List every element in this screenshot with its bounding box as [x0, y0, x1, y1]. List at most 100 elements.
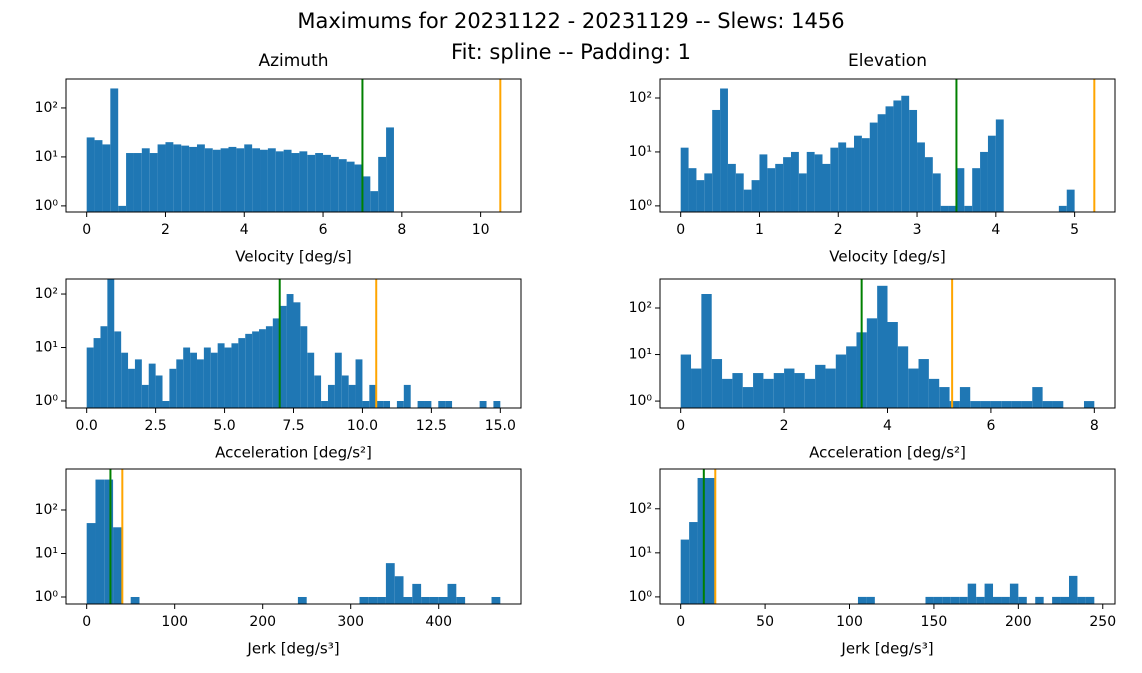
- bar: [869, 122, 878, 212]
- bar: [1068, 575, 1078, 604]
- bar: [113, 527, 122, 604]
- y-tick-label: 10²: [629, 501, 652, 517]
- bar: [244, 144, 253, 212]
- x-tick-label: 200: [1005, 614, 1032, 630]
- bar: [857, 596, 867, 604]
- bar: [732, 373, 743, 408]
- bar: [1001, 401, 1012, 408]
- bar: [212, 149, 221, 212]
- bar: [790, 151, 799, 212]
- x-tick-label: 8: [1090, 418, 1099, 434]
- axes-frame: [659, 468, 1116, 605]
- bar: [245, 333, 253, 408]
- bar: [1066, 189, 1075, 212]
- bar: [181, 145, 190, 212]
- bar: [763, 378, 774, 408]
- bar: [995, 119, 1004, 212]
- bar: [228, 146, 237, 212]
- y-tick-label: 10⁰: [629, 393, 653, 409]
- bar: [403, 596, 413, 604]
- x-tick-label: 0: [676, 222, 685, 238]
- bar: [806, 151, 815, 212]
- bar: [403, 384, 411, 408]
- bar: [279, 305, 287, 408]
- bar: [148, 363, 156, 408]
- bar: [396, 401, 404, 408]
- bar: [86, 137, 95, 212]
- bar: [334, 352, 342, 408]
- bar: [784, 368, 795, 408]
- bar: [307, 154, 316, 212]
- x-tick-label: 150: [921, 614, 948, 630]
- bar: [1018, 596, 1027, 604]
- y-tick-label: 10¹: [35, 340, 58, 356]
- bar: [169, 368, 177, 408]
- bar: [773, 373, 785, 408]
- bar: [100, 326, 108, 408]
- bar: [722, 378, 733, 408]
- bar: [362, 401, 370, 408]
- bar: [445, 401, 453, 408]
- bar: [825, 368, 836, 408]
- bar: [753, 373, 764, 408]
- bar: [210, 352, 218, 408]
- bar: [794, 373, 805, 408]
- x-axis-label: Acceleration [deg/s²]: [215, 444, 372, 462]
- y-tick-label: 10²: [629, 300, 652, 316]
- bar: [984, 583, 994, 604]
- bar: [291, 153, 300, 212]
- y-tick-label: 10¹: [629, 545, 652, 561]
- bar: [385, 563, 395, 604]
- bar: [412, 583, 422, 604]
- bar: [394, 576, 404, 604]
- bar: [493, 401, 501, 408]
- bar: [93, 338, 101, 408]
- bar: [189, 146, 197, 212]
- x-tick-label: 2.5: [144, 418, 166, 434]
- bar: [735, 173, 744, 212]
- bar: [155, 375, 163, 408]
- x-tick-label: 250: [1089, 614, 1116, 630]
- bar: [697, 477, 707, 604]
- x-tick-label: 8: [397, 222, 406, 238]
- bar: [706, 477, 715, 604]
- bar: [1021, 401, 1033, 408]
- bar: [893, 100, 902, 212]
- bar: [972, 168, 981, 212]
- bar: [866, 596, 875, 604]
- bar: [252, 148, 261, 212]
- bar: [924, 157, 933, 212]
- plot-area: [86, 469, 501, 604]
- bar: [126, 153, 134, 212]
- bar: [307, 352, 315, 408]
- x-tick-label: 6: [986, 418, 995, 434]
- x-tick-label: 6: [319, 222, 328, 238]
- x-tick-label: 0: [676, 614, 685, 630]
- bar: [383, 401, 391, 408]
- subplot-title: Azimuth: [258, 51, 328, 71]
- y-tick-label: 10⁰: [35, 393, 59, 409]
- bar: [696, 180, 705, 212]
- bar: [259, 329, 266, 408]
- plot-area: [86, 79, 502, 212]
- bar: [767, 168, 776, 212]
- bar: [236, 148, 245, 212]
- bar: [386, 127, 394, 212]
- x-axis-label: Velocity [deg/s]: [235, 248, 351, 266]
- bar: [330, 156, 339, 212]
- bar: [323, 154, 331, 212]
- bar: [959, 387, 971, 408]
- x-tick-label: 12.5: [416, 418, 447, 434]
- bar: [742, 387, 754, 408]
- x-tick-label: 3: [913, 222, 922, 238]
- bar: [224, 347, 232, 408]
- bar: [1058, 205, 1067, 212]
- bar: [238, 338, 246, 408]
- bar: [751, 180, 760, 212]
- bar: [1011, 401, 1022, 408]
- x-tick-label: 0: [82, 614, 91, 630]
- bar: [300, 326, 308, 408]
- x-tick-label: 2: [834, 222, 843, 238]
- y-tick-label: 10¹: [629, 347, 652, 363]
- bar: [107, 279, 115, 408]
